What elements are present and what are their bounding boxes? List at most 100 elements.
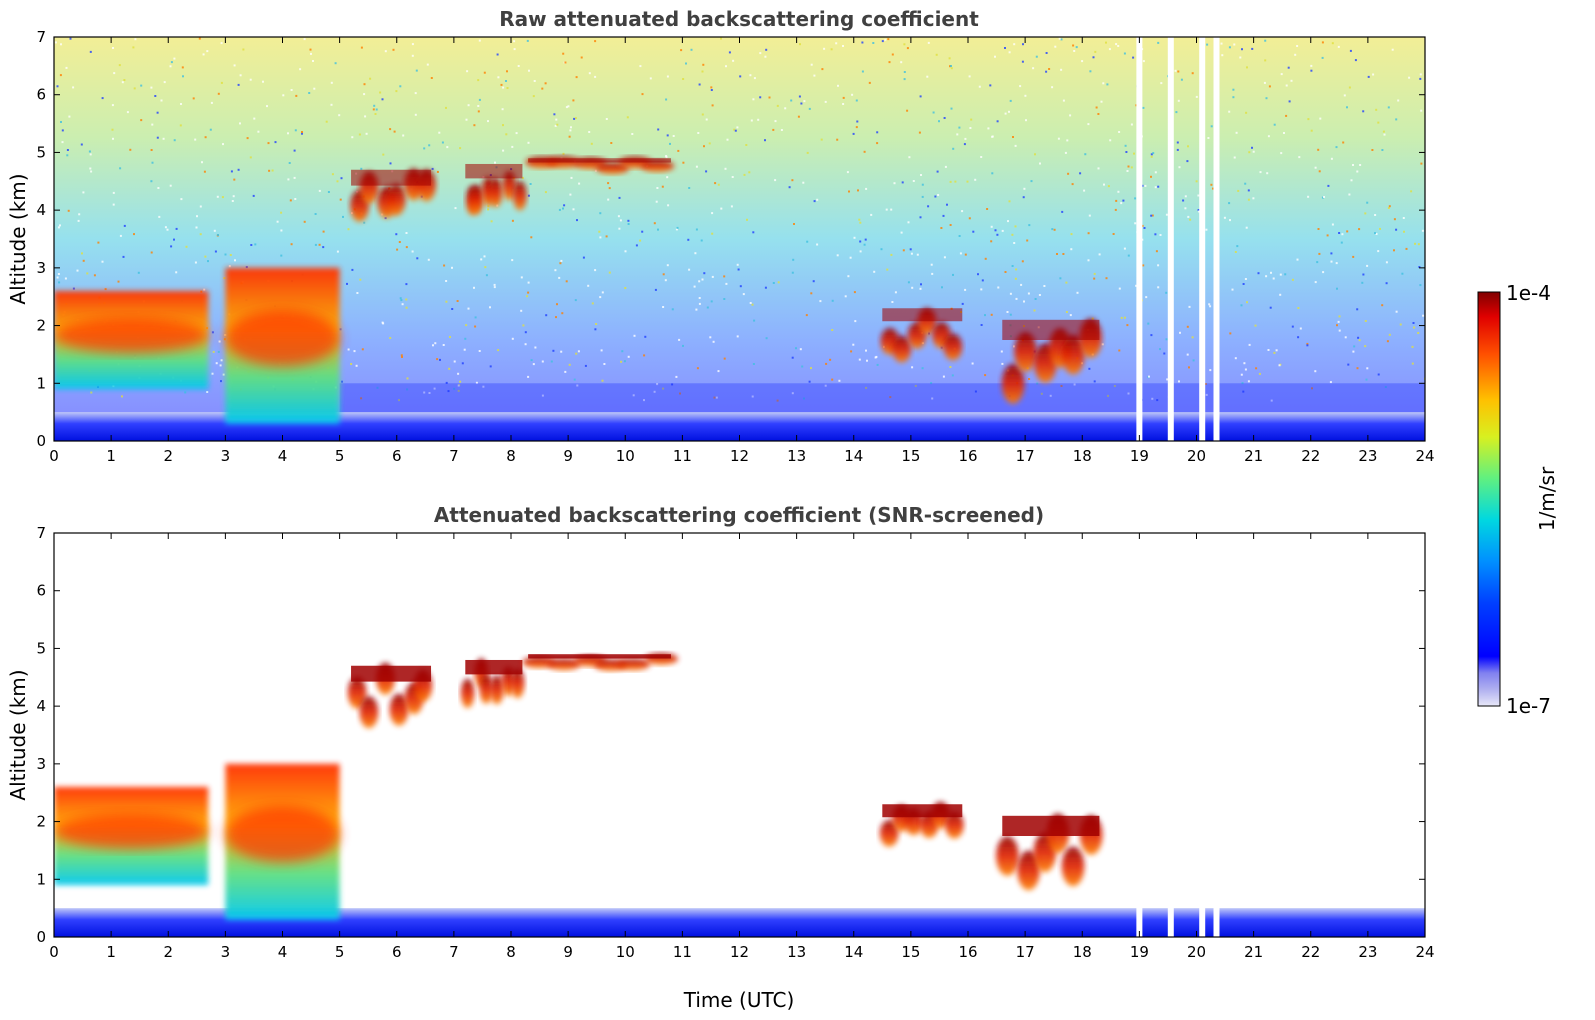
noise-dot: [1321, 196, 1324, 199]
noise-dot: [411, 54, 414, 57]
noise-dot: [545, 314, 548, 317]
noise-dot: [753, 319, 756, 322]
noise-dot: [1178, 380, 1180, 383]
noise-dot: [853, 291, 856, 294]
noise-dot: [556, 303, 558, 306]
noise-dot: [121, 395, 123, 398]
noise-dot: [1251, 146, 1253, 149]
noise-dot: [1123, 316, 1126, 319]
noise-dot: [921, 367, 924, 370]
noise-dot: [1159, 348, 1161, 351]
noise-dot: [753, 77, 756, 80]
noise-dot: [1299, 327, 1302, 330]
noise-dot: [339, 198, 342, 201]
noise-dot: [950, 67, 953, 70]
noise-dot: [1323, 196, 1325, 198]
noise-dot: [249, 156, 252, 159]
noise-dot: [522, 324, 525, 327]
noise-dot: [162, 137, 165, 140]
noise-dot: [484, 266, 487, 269]
noise-dot: [1024, 94, 1027, 97]
noise-dot: [66, 154, 69, 157]
noise-dot: [1117, 45, 1120, 47]
noise-dot: [656, 383, 659, 386]
noise-dot: [175, 271, 178, 274]
noise-dot: [527, 281, 530, 284]
noise-dot: [1154, 171, 1157, 174]
noise-dot: [1254, 324, 1257, 327]
noise-dot: [209, 128, 212, 131]
noise-dot: [980, 324, 983, 326]
noise-dot: [1411, 362, 1414, 365]
noise-dot: [854, 320, 857, 323]
noise-dot: [1009, 99, 1012, 102]
noise-dot: [1258, 372, 1261, 375]
noise-dot: [502, 86, 505, 89]
noise-dot: [1317, 148, 1320, 151]
noise-dot: [1157, 286, 1160, 289]
noise-dot: [493, 283, 496, 286]
noise-dot: [140, 84, 143, 87]
noise-dot: [1403, 230, 1405, 233]
noise-dot: [793, 223, 795, 225]
noise-dot: [903, 71, 906, 73]
noise-dot: [1352, 164, 1354, 166]
noise-dot: [737, 268, 740, 271]
noise-dot: [1150, 214, 1153, 217]
noise-dot: [921, 183, 924, 186]
cloud-2: [350, 168, 436, 222]
noise-dot: [1343, 94, 1346, 97]
noise-dot: [578, 182, 581, 185]
noise-dot: [752, 231, 755, 234]
noise-dot: [703, 145, 705, 148]
noise-dot: [989, 84, 992, 87]
noise-dot: [1056, 253, 1058, 255]
noise-dot: [824, 384, 827, 387]
noise-dot: [1176, 148, 1179, 151]
noise-dot: [1089, 70, 1092, 73]
noise-dot: [697, 132, 700, 134]
noise-dot: [1317, 228, 1320, 230]
noise-dot: [93, 274, 96, 277]
noise-dot: [233, 178, 236, 181]
noise-dot: [1279, 273, 1282, 276]
noise-dot: [478, 350, 481, 352]
noise-dot: [576, 219, 578, 222]
noise-dot: [997, 286, 1000, 289]
noise-dot: [980, 288, 983, 291]
missing-data-stripe: [1199, 533, 1206, 937]
noise-dot: [1130, 123, 1133, 126]
noise-dot: [487, 120, 489, 123]
noise-dot: [1248, 151, 1251, 154]
noise-dot: [511, 337, 514, 340]
noise-dot: [322, 230, 325, 233]
noise-dot: [1000, 350, 1003, 353]
noise-dot: [1093, 380, 1096, 383]
noise-dot: [627, 219, 630, 222]
noise-dot: [250, 244, 253, 246]
noise-dot: [599, 236, 602, 239]
noise-dot: [669, 142, 671, 145]
noise-dot: [600, 349, 603, 352]
noise-dot: [1330, 252, 1333, 255]
noise-dot: [541, 394, 544, 397]
noise-dot: [117, 280, 120, 283]
noise-dot: [776, 104, 779, 107]
noise-dot: [572, 208, 575, 211]
noise-dot: [1150, 153, 1153, 156]
noise-dot: [974, 390, 977, 393]
noise-dot: [474, 325, 477, 328]
noise-dot: [1186, 325, 1189, 328]
noise-dot: [564, 61, 567, 64]
noise-dot: [746, 218, 748, 221]
noise-dot: [624, 250, 627, 253]
noise-dot: [382, 153, 385, 156]
noise-dot: [395, 90, 398, 93]
noise-dot: [223, 338, 226, 341]
noise-dot: [813, 74, 816, 77]
noise-dot: [339, 328, 342, 331]
noise-dot: [555, 118, 558, 121]
noise-dot: [393, 130, 396, 133]
noise-dot: [553, 113, 556, 116]
noise-dot: [475, 381, 478, 384]
